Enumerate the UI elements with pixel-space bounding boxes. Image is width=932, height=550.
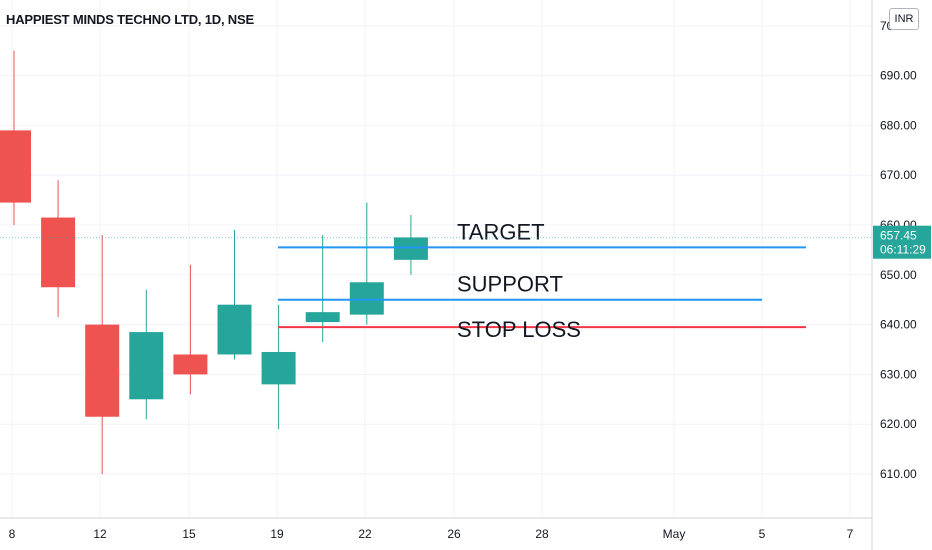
candle	[305, 234, 340, 343]
candle-body	[261, 351, 296, 385]
currency-button[interactable]: INR	[889, 8, 919, 30]
date-tick-label: May	[663, 527, 686, 541]
date-tick-label: 19	[270, 527, 284, 541]
candle	[41, 180, 76, 318]
level-lines: TARGET SUPPORT STOP LOSS	[278, 219, 806, 342]
candle-body	[393, 237, 428, 260]
date-tick-label: 12	[93, 527, 107, 541]
candle-body	[41, 217, 76, 288]
date-tick-label: 8	[9, 527, 16, 541]
candle-body	[0, 130, 31, 203]
date-tick-label: 5	[759, 527, 766, 541]
candle-body	[85, 324, 120, 417]
candle-body	[129, 332, 164, 400]
candle	[217, 229, 252, 360]
price-tick-label: 680.00	[880, 118, 917, 132]
candle	[173, 264, 208, 395]
level-label: STOP LOSS	[457, 317, 581, 342]
candle	[129, 289, 164, 420]
date-tick-label: 28	[535, 527, 549, 541]
price-tick-label: 610.00	[880, 467, 917, 481]
candle	[349, 202, 384, 325]
level-label: TARGET	[457, 219, 545, 244]
price-tick-label: 670.00	[880, 168, 917, 182]
candle	[393, 215, 428, 275]
date-tick-label: 15	[182, 527, 196, 541]
price-tick-label: 650.00	[880, 268, 917, 282]
bar-countdown: 06:11:29	[880, 243, 926, 257]
price-tick-label: 690.00	[880, 69, 917, 83]
price-tick-label: 620.00	[880, 417, 917, 431]
candle	[0, 50, 31, 225]
date-tick-label: 26	[447, 527, 461, 541]
time-axis[interactable]: 8 12 15 19 22 26 28 May 5 7	[9, 527, 854, 541]
candle-body	[349, 282, 384, 315]
chart-title: HAPPIEST MINDS TECHNO LTD, 1D, NSE	[6, 12, 254, 27]
price-tick-label: 640.00	[880, 318, 917, 332]
candle	[85, 234, 120, 474]
candle-body	[217, 304, 252, 355]
date-tick-label: 22	[358, 527, 372, 541]
candles-layer	[0, 50, 428, 474]
grid-lines	[0, 0, 873, 550]
level-label: SUPPORT	[457, 272, 563, 297]
date-tick-label: 7	[847, 527, 854, 541]
price-tick-label: 630.00	[880, 367, 917, 381]
candle-body	[305, 312, 340, 323]
last-price-value: 657.45	[880, 229, 917, 243]
last-price-badge	[873, 225, 931, 259]
candle-body	[173, 354, 208, 375]
candle	[261, 304, 296, 430]
